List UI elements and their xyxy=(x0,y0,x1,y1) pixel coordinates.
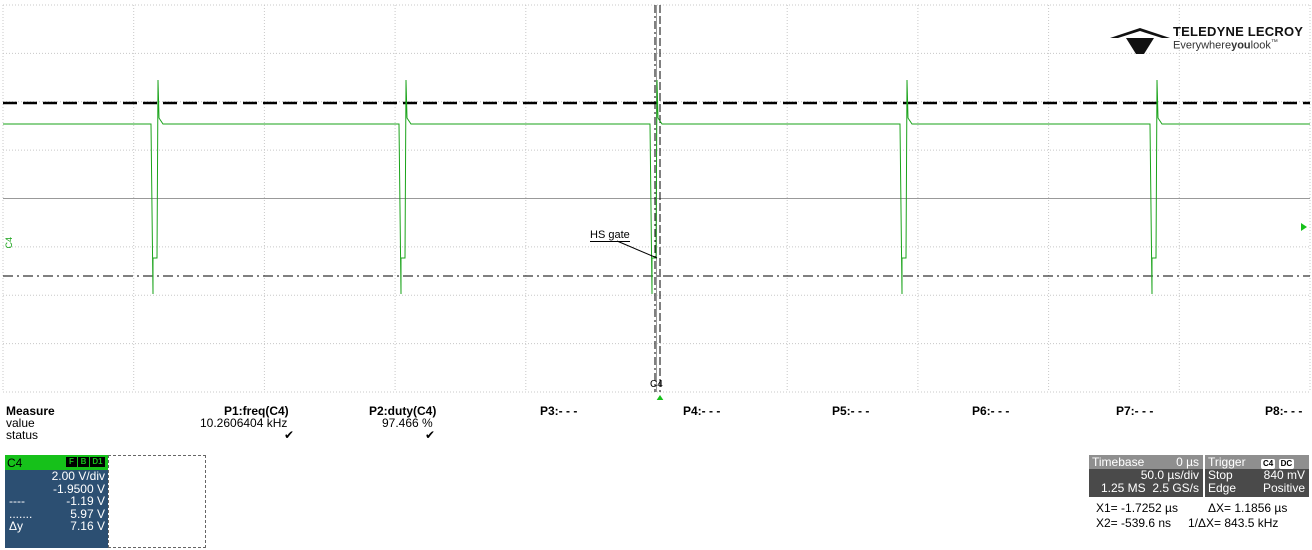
row-label-status: status xyxy=(6,428,39,442)
trace-annotation-label[interactable]: HS gate xyxy=(590,229,630,242)
volts-per-div: 2.00 V/div xyxy=(51,469,105,483)
param-p1[interactable]: P1:freq(C4) xyxy=(224,404,289,418)
empty-descriptor-slot[interactable] xyxy=(108,455,206,548)
measure-table: Measure P1:freq(C4) P2:duty(C4) P3:- - -… xyxy=(0,405,1312,441)
measure-title: Measure xyxy=(6,404,55,418)
time-per-div: 50.0 µs/div xyxy=(1140,468,1199,482)
param-p4[interactable]: P4:- - - xyxy=(683,404,721,418)
brand-tagline: Everywhereyoulook™ xyxy=(1173,39,1278,52)
cursor1-key: ---- xyxy=(9,494,25,508)
timebase-body[interactable]: 50.0 µs/div 1.25 MS 2.5 GS/s xyxy=(1089,469,1203,497)
trigger-position-label: C4 xyxy=(650,379,663,390)
channel-name: C4 xyxy=(7,456,23,470)
trigger-body[interactable]: Stop 840 mV Edge Positive xyxy=(1205,469,1309,497)
trigger-level-marker-icon xyxy=(1301,223,1307,231)
cursor-x2: X2= -539.6 ns xyxy=(1096,516,1172,530)
row-label-value: value xyxy=(6,416,35,430)
cursor2-key: ....... xyxy=(9,506,33,521)
badge-f: F xyxy=(66,457,77,467)
waveform-grid[interactable] xyxy=(0,0,1312,400)
delta-y-value: 7.16 V xyxy=(70,519,105,533)
p2-value: 97.466 % xyxy=(382,416,433,430)
p2-status-check-icon: ✔ xyxy=(425,428,436,442)
channel-offset-marker[interactable]: C4 xyxy=(4,237,14,249)
cursor2-value: 5.97 V xyxy=(70,506,105,521)
badge-d1: D1 xyxy=(90,457,105,467)
param-p8[interactable]: P8:- - - xyxy=(1265,404,1303,418)
sample-rate: 2.5 GS/s xyxy=(1152,481,1199,495)
p1-value: 10.2606404 kHz xyxy=(200,416,288,430)
cursor-delta-x: ΔX= 1.1856 µs xyxy=(1208,501,1288,515)
logo-mark-icon xyxy=(1110,28,1170,54)
channel-c4-descriptor[interactable]: C4 F B D1 2.00 V/div -1.9500 V ---- -1.19… xyxy=(5,455,108,548)
badge-b: B xyxy=(78,457,89,467)
param-p3[interactable]: P3:- - - xyxy=(540,404,578,418)
teledyne-lecroy-logo: TELEDYNE LECROY Everywhereyoulook™ xyxy=(1110,22,1310,58)
trigger-position-arrow-icon xyxy=(656,395,664,400)
brand-name: TELEDYNE LECROY xyxy=(1173,24,1304,39)
trigger-level: 840 mV xyxy=(1263,468,1305,482)
trigger-slope: Positive xyxy=(1262,481,1305,495)
trigger-type: Edge xyxy=(1208,481,1237,495)
channel-offset: -1.9500 V xyxy=(52,481,105,496)
sample-count: 1.25 MS xyxy=(1100,481,1146,495)
param-p2[interactable]: P2:duty(C4) xyxy=(369,404,437,418)
annotation-pointer xyxy=(616,240,658,259)
cursor-inverse-delta-x: 1/ΔX= 843.5 kHz xyxy=(1188,516,1279,530)
delta-y-key: Δy xyxy=(9,519,24,533)
trigger-mode: Stop xyxy=(1208,468,1233,482)
cursor1-value: -1.19 V xyxy=(66,494,105,508)
param-p5[interactable]: P5:- - - xyxy=(832,404,870,418)
cursor-x1: X1= -1.7252 µs xyxy=(1096,501,1178,515)
p1-status-check-icon: ✔ xyxy=(284,428,295,442)
trigger-header[interactable]: Trigger C4 DC xyxy=(1205,455,1309,469)
param-p7[interactable]: P7:- - - xyxy=(1116,404,1154,418)
param-p6[interactable]: P6:- - - xyxy=(972,404,1010,418)
timebase-header[interactable]: Timebase 0 µs xyxy=(1089,455,1203,469)
